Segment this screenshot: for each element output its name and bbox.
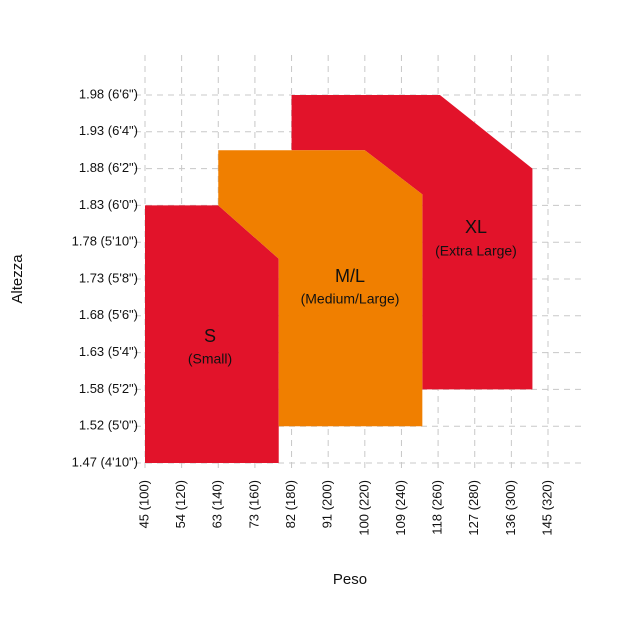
y-axis-title: Altezza (9, 254, 26, 304)
x-tick-label: 145 (320) (539, 480, 554, 536)
y-tick-label: 1.93 (6'4") (79, 123, 138, 138)
x-tick-label: 63 (140) (210, 480, 225, 528)
y-tick-label: 1.73 (5'8") (79, 270, 138, 285)
region-subtitle: (Extra Large) (435, 243, 517, 259)
x-tick-label: 45 (100) (136, 480, 151, 528)
x-tick-label: 82 (180) (283, 480, 298, 528)
x-tick-label: 100 (220) (356, 480, 371, 536)
region-subtitle: (Small) (188, 351, 232, 367)
region-name: S (204, 326, 216, 346)
size-region (218, 150, 423, 427)
y-tick-label: 1.58 (5'2") (79, 381, 138, 396)
x-tick-label: 109 (240) (393, 480, 408, 536)
region-subtitle: (Medium/Large) (301, 291, 400, 307)
x-tick-label: 136 (300) (503, 480, 518, 536)
region-name: XL (465, 217, 487, 237)
region-name: M/L (335, 266, 365, 286)
x-tick-label: 127 (280) (466, 480, 481, 536)
y-tick-label: 1.83 (6'0") (79, 197, 138, 212)
size-region (291, 95, 533, 390)
y-tick-label: 1.63 (5'4") (79, 344, 138, 359)
y-tick-label: 1.98 (6'6") (79, 86, 138, 101)
x-tick-label: 54 (120) (173, 480, 188, 528)
size-region (145, 205, 279, 463)
y-tick-label: 1.47 (4'10") (72, 454, 138, 469)
y-tick-label: 1.78 (5'10") (72, 234, 138, 249)
x-tick-label: 91 (200) (320, 480, 335, 528)
y-tick-label: 1.88 (6'2") (79, 160, 138, 175)
x-tick-label: 118 (260) (430, 480, 445, 535)
x-tick-label: 73 (160) (246, 480, 261, 528)
y-tick-label: 1.52 (5'0") (79, 418, 138, 433)
y-tick-label: 1.68 (5'6") (79, 307, 138, 322)
x-axis-title: Peso (333, 571, 367, 588)
